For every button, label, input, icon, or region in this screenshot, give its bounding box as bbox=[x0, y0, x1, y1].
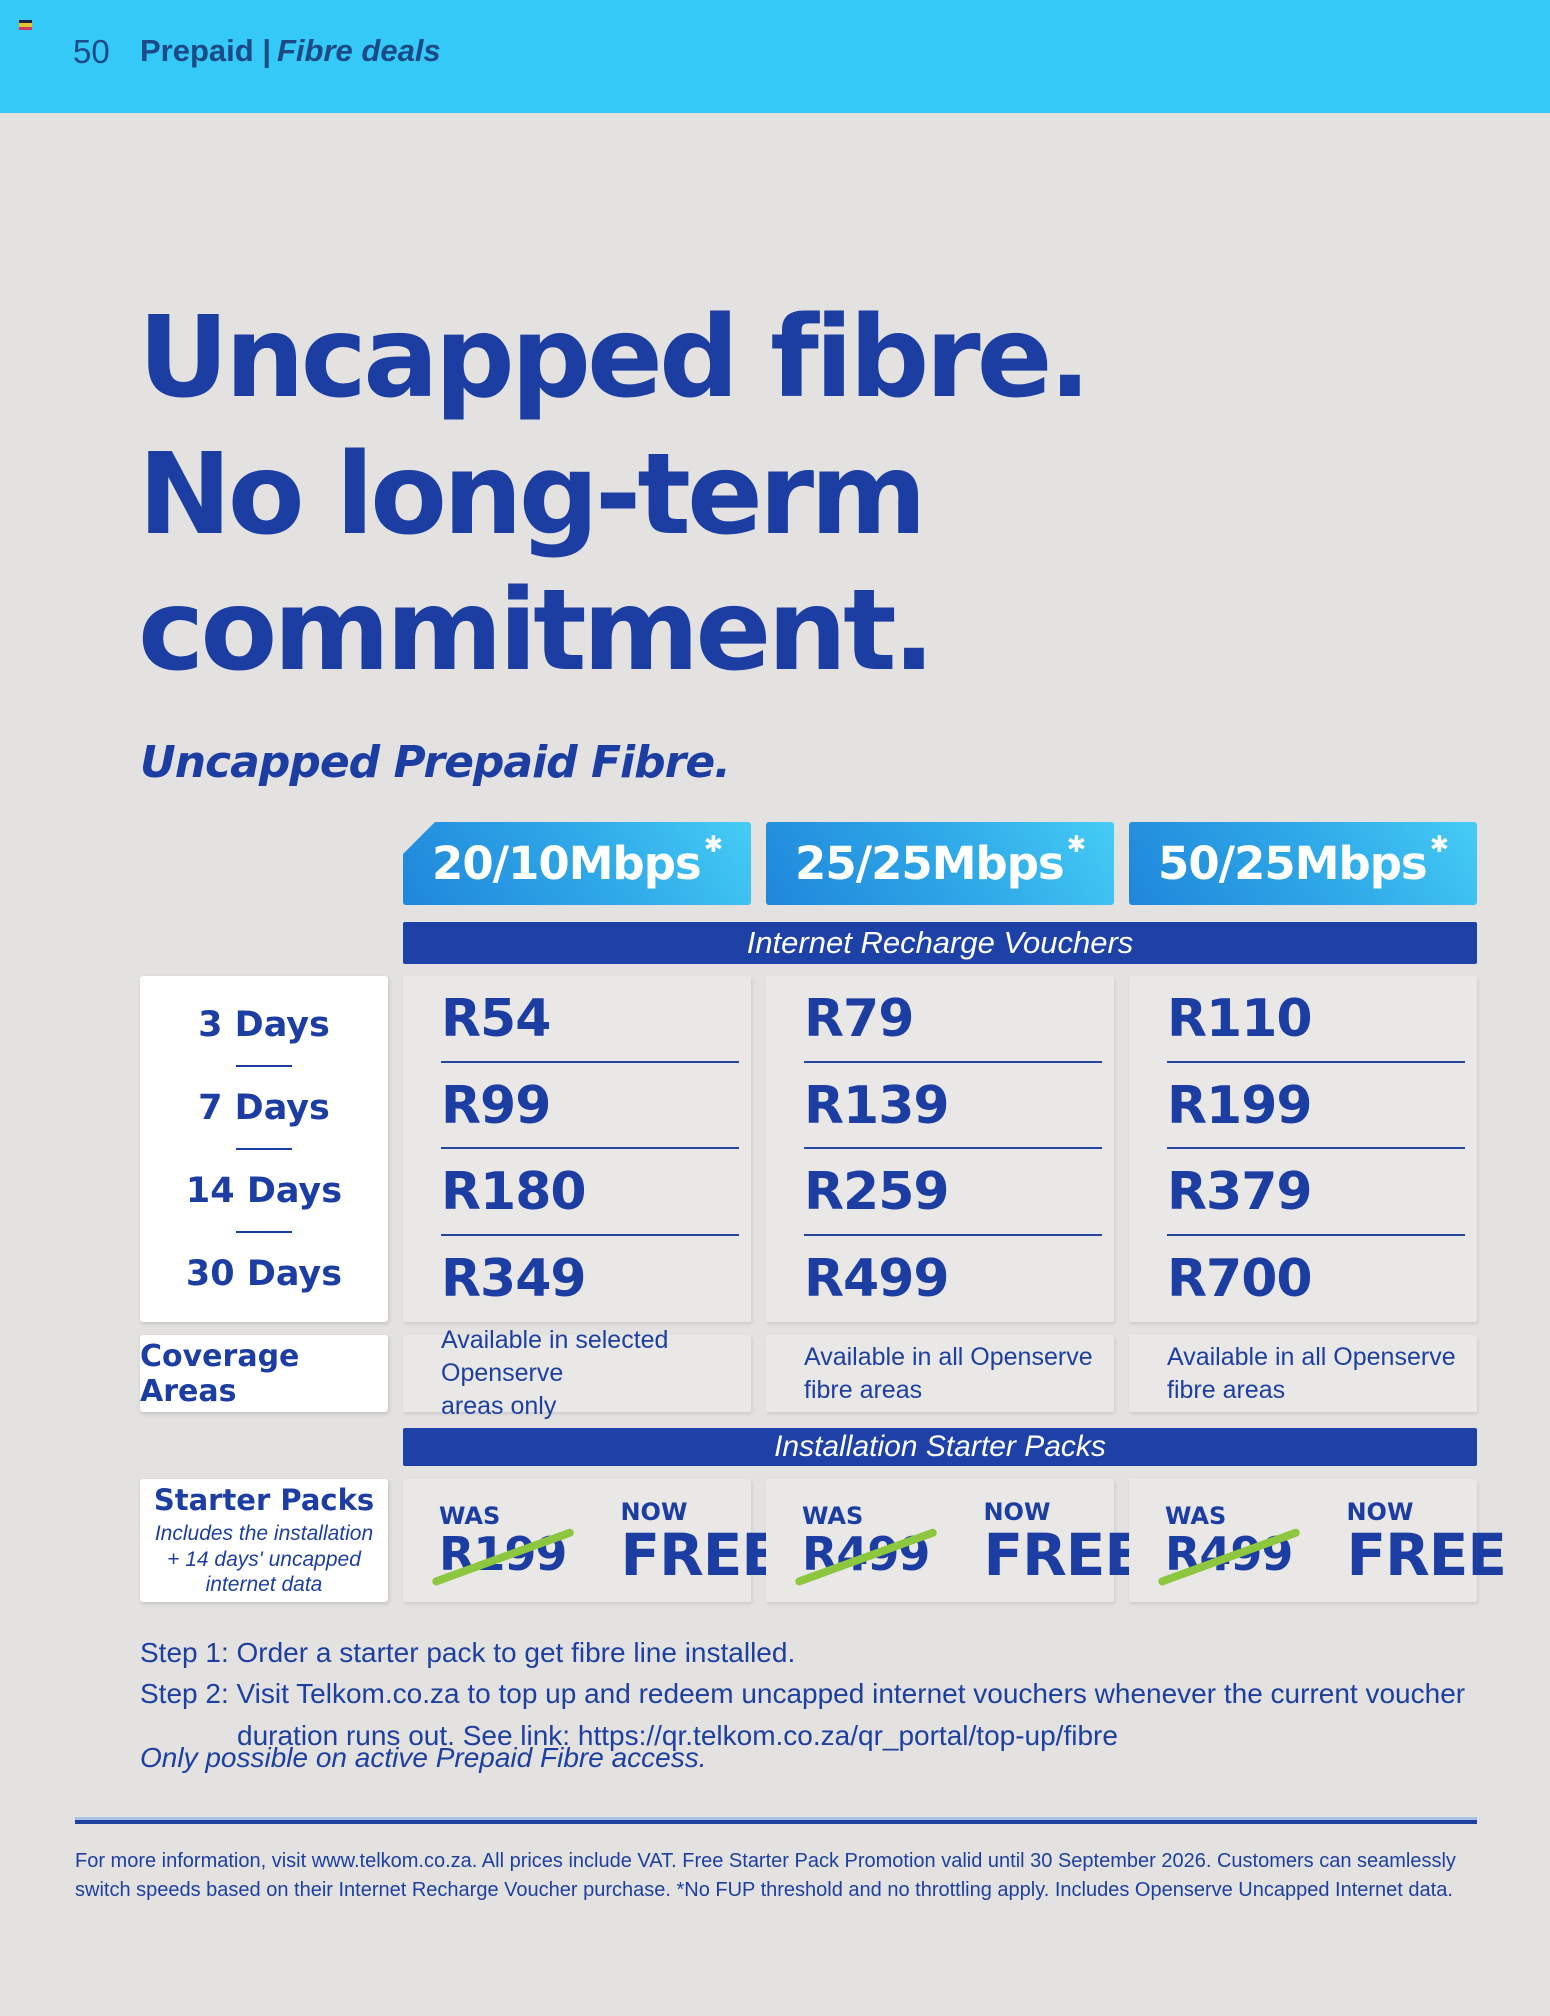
access-note: Only possible on active Prepaid Fibre ac… bbox=[140, 1742, 707, 1773]
was-price-group: WAS R499 bbox=[793, 1501, 938, 1586]
was-price-group: WAS R199 bbox=[430, 1501, 575, 1586]
speed-label: 20/10Mbps bbox=[432, 837, 702, 890]
step-2-line2-text: duration runs out. See link: bbox=[237, 1719, 578, 1751]
now-label: NOW bbox=[1346, 1497, 1414, 1526]
free-price: FREE bbox=[1346, 1520, 1507, 1589]
duration-label-3days: 3 Days bbox=[198, 1004, 330, 1045]
coverage-text-line: areas only bbox=[441, 1392, 557, 1420]
starter-desc-line: internet data bbox=[205, 1573, 323, 1597]
starter-cell-25-25: WAS R499 NOW FREE bbox=[766, 1479, 1144, 1602]
divider bbox=[236, 1148, 292, 1150]
was-price-group: WAS R499 bbox=[1156, 1501, 1301, 1586]
was-price: R499 bbox=[1156, 1527, 1301, 1586]
price-cell: R99 bbox=[403, 1063, 751, 1150]
coverage-cell-20-10: Available in selected Openserve areas on… bbox=[403, 1326, 751, 1420]
price-cell: R700 bbox=[1167, 1248, 1313, 1309]
step-1: Step 1: Order a starter pack to get fibr… bbox=[140, 1637, 796, 1668]
coverage-cell-25-25: Available in all Openserve fibre areas bbox=[766, 1335, 1114, 1412]
speed-tile-50-25: 50/25Mbps ✱ bbox=[1129, 822, 1477, 905]
coverage-text-line: Available in selected Openserve bbox=[441, 1326, 669, 1387]
price-column-50-25: R110 R199 R379 R700 bbox=[1129, 976, 1477, 1322]
was-price: R199 bbox=[430, 1527, 575, 1586]
coverage-cell-50-25: Available in all Openserve fibre areas bbox=[1129, 1335, 1477, 1412]
coverage-text-line: Available in all Openserve bbox=[804, 1342, 1093, 1371]
was-label: WAS bbox=[802, 1501, 864, 1530]
breadcrumb-subsection: Fibre deals bbox=[277, 33, 441, 68]
coverage-text-line: fibre areas bbox=[804, 1375, 923, 1404]
price-cell: R110 bbox=[1129, 976, 1477, 1063]
breadcrumb: Prepaid | Fibre deals bbox=[140, 33, 441, 69]
installation-section-header: Installation Starter Packs bbox=[403, 1428, 1477, 1466]
starter-packs-description: Includes the installation + 14 days' unc… bbox=[155, 1521, 373, 1598]
now-label: NOW bbox=[983, 1497, 1051, 1526]
vouchers-section-header: Internet Recharge Vouchers bbox=[403, 922, 1477, 964]
color-stripes-icon bbox=[19, 20, 32, 31]
topup-link[interactable]: https://qr.telkom.co.za/qr_portal/top-up… bbox=[577, 1719, 1118, 1751]
price-cell: R259 bbox=[766, 1149, 1114, 1236]
starter-desc-line: + 14 days' uncapped bbox=[167, 1547, 361, 1571]
free-price: FREE bbox=[983, 1520, 1144, 1589]
price-cell: R54 bbox=[403, 976, 751, 1063]
speed-tile-20-10: 20/10Mbps ✱ bbox=[403, 822, 751, 905]
starter-cell-50-25: WAS R499 NOW FREE bbox=[1129, 1479, 1507, 1602]
was-label: WAS bbox=[1165, 1501, 1227, 1530]
page-number: 50 bbox=[73, 33, 110, 70]
starter-packs-label-box: Starter Packs Includes the installation … bbox=[140, 1479, 388, 1602]
page-subtitle: Uncapped Prepaid Fibre. bbox=[140, 737, 731, 788]
coverage-text-line: Available in all Openserve bbox=[1167, 1342, 1456, 1371]
price-cell: R139 bbox=[766, 1063, 1114, 1150]
speed-tile-25-25: 25/25Mbps ✱ bbox=[766, 822, 1114, 905]
page-title-line2: No long-term bbox=[138, 429, 927, 560]
page-title-line1: Uncapped fibre. bbox=[138, 293, 1091, 423]
starter-packs-title: Starter Packs bbox=[153, 1483, 375, 1518]
starter-desc-line: Includes the installation bbox=[154, 1522, 374, 1546]
starter-cell-20-10: WAS R199 NOW FREE bbox=[403, 1479, 781, 1602]
step-2-line2: duration runs out. See link: https://qr.… bbox=[140, 1715, 1465, 1756]
price-column-25-25: R79 R139 R259 R499 bbox=[766, 976, 1114, 1322]
was-price: R499 bbox=[793, 1527, 938, 1586]
duration-labels-box: 3 Days 7 Days 14 Days 30 Days bbox=[140, 976, 388, 1322]
price-cell: R180 bbox=[403, 1149, 751, 1236]
page-title-line3: commitment. bbox=[138, 566, 935, 697]
coverage-text-line: fibre areas bbox=[1167, 1375, 1286, 1404]
page-header-bar: 50 Prepaid | Fibre deals bbox=[0, 0, 1550, 113]
price-cell: R349 bbox=[441, 1248, 587, 1309]
duration-label-7days: 7 Days bbox=[198, 1087, 330, 1128]
footer-divider bbox=[75, 1820, 1477, 1824]
free-price: FREE bbox=[620, 1520, 781, 1589]
price-cell: R79 bbox=[766, 976, 1114, 1063]
instructions: Step 1: Order a starter pack to get fibr… bbox=[140, 1632, 1465, 1756]
price-cell: R379 bbox=[1129, 1149, 1477, 1236]
price-column-20-10: R54 R99 R180 R349 bbox=[403, 976, 751, 1322]
price-cell: R199 bbox=[1129, 1063, 1477, 1150]
breadcrumb-section: Prepaid | bbox=[140, 33, 271, 68]
was-label: WAS bbox=[439, 1501, 501, 1530]
footer-fine-print: For more information, visit www.telkom.c… bbox=[75, 1850, 1456, 1901]
now-price-group: NOW FREE bbox=[983, 1497, 1144, 1589]
step-2-line1: Step 2: Visit Telkom.co.za to top up and… bbox=[140, 1678, 1466, 1710]
speed-label: 25/25Mbps bbox=[795, 837, 1065, 890]
page-title: Uncapped fibre. No long-term commitment. bbox=[138, 290, 1091, 700]
duration-label-30days: 30 Days bbox=[185, 1253, 343, 1294]
speed-label: 50/25Mbps bbox=[1158, 837, 1428, 890]
price-cell: R499 bbox=[804, 1248, 950, 1309]
pricing-table: 20/10Mbps ✱ 25/25Mbps ✱ 50/25Mbps ✱ Interne… bbox=[140, 822, 1507, 1602]
duration-label-14days: 14 Days bbox=[185, 1170, 343, 1211]
now-label: NOW bbox=[620, 1497, 688, 1526]
divider bbox=[236, 1231, 292, 1233]
now-price-group: NOW FREE bbox=[620, 1497, 781, 1589]
divider bbox=[236, 1065, 292, 1067]
coverage-row-label: Coverage Areas bbox=[140, 1335, 388, 1412]
now-price-group: NOW FREE bbox=[1346, 1497, 1507, 1589]
